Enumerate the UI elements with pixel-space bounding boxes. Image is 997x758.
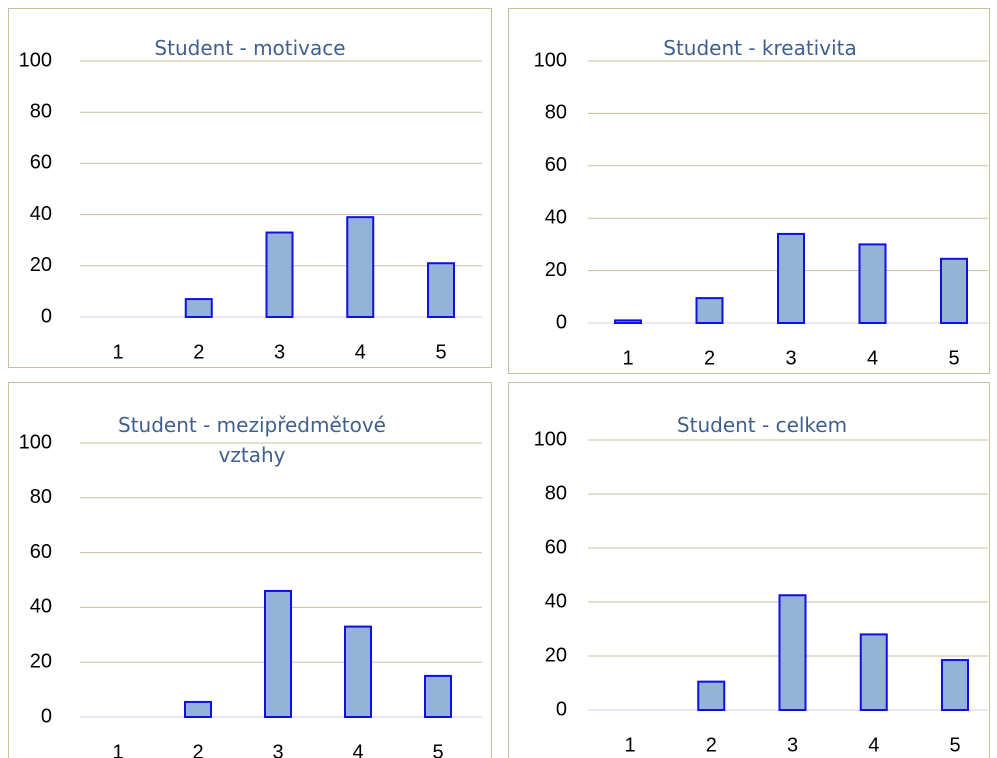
bar bbox=[184, 298, 213, 318]
x-tick-label: 1 bbox=[112, 741, 123, 758]
x-tick-label: 2 bbox=[192, 741, 203, 758]
bar bbox=[344, 625, 372, 719]
bar bbox=[265, 231, 294, 319]
y-tick-label: 20 bbox=[545, 644, 567, 666]
x-tick-label: 5 bbox=[949, 734, 960, 756]
bar bbox=[697, 680, 726, 712]
y-tick-label: 40 bbox=[30, 203, 52, 225]
x-tick-label: 5 bbox=[435, 341, 446, 363]
chart-title: Student - celkem bbox=[676, 413, 848, 437]
y-tick-label: 80 bbox=[30, 100, 52, 122]
x-tick-label: 1 bbox=[622, 347, 633, 369]
x-tick-label: 2 bbox=[706, 734, 717, 756]
x-tick-label: 5 bbox=[432, 741, 443, 758]
x-tick-label: 4 bbox=[355, 341, 366, 363]
y-tick-label: 60 bbox=[30, 541, 52, 563]
x-tick-label: 2 bbox=[193, 341, 204, 363]
chart-panel bbox=[508, 8, 990, 374]
y-tick-label: 60 bbox=[30, 152, 52, 174]
x-tick-label: 4 bbox=[352, 741, 363, 758]
y-tick-label: 80 bbox=[545, 102, 567, 124]
y-tick-label: 20 bbox=[30, 254, 52, 276]
bar bbox=[778, 594, 807, 711]
y-tick-label: 0 bbox=[41, 705, 52, 727]
y-tick-label: 40 bbox=[545, 590, 567, 612]
y-tick-label: 100 bbox=[534, 49, 567, 71]
bar bbox=[858, 243, 887, 324]
y-tick-label: 100 bbox=[19, 431, 52, 453]
chart-title: Student - motivace bbox=[154, 36, 346, 60]
x-tick-label: 5 bbox=[948, 347, 959, 369]
y-tick-label: 100 bbox=[19, 49, 52, 71]
x-tick-label: 3 bbox=[274, 341, 285, 363]
bar bbox=[777, 232, 805, 324]
x-tick-label: 2 bbox=[704, 347, 715, 369]
bar bbox=[940, 257, 968, 324]
bar bbox=[346, 216, 375, 318]
y-tick-label: 0 bbox=[556, 311, 567, 333]
x-tick-label: 1 bbox=[624, 734, 635, 756]
y-tick-label: 80 bbox=[545, 482, 567, 504]
bar bbox=[427, 262, 455, 318]
y-tick-label: 60 bbox=[545, 154, 567, 176]
chart-panel bbox=[8, 382, 492, 758]
chart-panel bbox=[8, 8, 492, 368]
y-tick-label: 0 bbox=[556, 698, 567, 720]
bar bbox=[614, 319, 642, 325]
x-tick-label: 1 bbox=[112, 341, 123, 363]
bar bbox=[424, 674, 452, 719]
y-tick-label: 80 bbox=[30, 486, 52, 508]
chart-panel bbox=[508, 382, 990, 758]
y-tick-label: 60 bbox=[545, 536, 567, 558]
x-tick-label: 3 bbox=[787, 734, 798, 756]
bar bbox=[859, 633, 888, 712]
x-tick-label: 3 bbox=[272, 741, 283, 758]
bar bbox=[264, 589, 292, 719]
y-tick-label: 20 bbox=[30, 650, 52, 672]
y-tick-label: 100 bbox=[534, 428, 567, 450]
y-tick-label: 20 bbox=[545, 259, 567, 281]
bar bbox=[941, 659, 969, 711]
y-tick-label: 40 bbox=[545, 206, 567, 228]
y-tick-label: 40 bbox=[30, 596, 52, 618]
x-tick-label: 4 bbox=[868, 734, 879, 756]
chart-title: Student - mezipředmětové vztahy bbox=[118, 413, 386, 467]
bar bbox=[695, 297, 724, 324]
bar bbox=[184, 700, 212, 718]
x-tick-label: 4 bbox=[867, 347, 878, 369]
x-tick-label: 3 bbox=[785, 347, 796, 369]
chart-title: Student - kreativita bbox=[663, 36, 857, 60]
y-tick-label: 0 bbox=[41, 305, 52, 327]
